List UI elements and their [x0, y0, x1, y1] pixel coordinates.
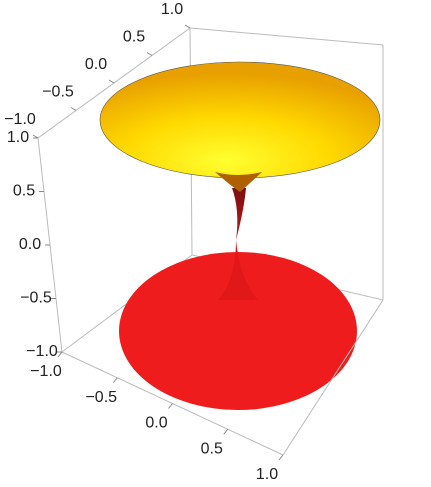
- y-tick-label: 0.0: [85, 56, 107, 73]
- z-tick-label: −0.5: [20, 290, 52, 307]
- tick-mark: [278, 454, 284, 461]
- tick-mark: [184, 24, 191, 29]
- neck: [232, 188, 246, 240]
- tick-mark: [108, 79, 115, 84]
- surface: [99, 61, 381, 410]
- y-tick-label: 1.0: [161, 1, 183, 18]
- tick-mark: [70, 107, 77, 111]
- funnel: [215, 172, 262, 192]
- tick-mark: [146, 52, 153, 56]
- z-tick-label: 1.0: [7, 129, 29, 146]
- tick-mark: [112, 377, 118, 384]
- lower-cone: [218, 240, 258, 300]
- x-tick-label: 0.0: [145, 415, 167, 432]
- y-tick-label: −1.0: [4, 111, 36, 128]
- z-tick-label: 0.0: [19, 236, 41, 253]
- x-tick-label: 0.5: [201, 440, 223, 457]
- y-tick-label: −0.5: [42, 84, 74, 101]
- tick-mark: [168, 403, 173, 409]
- z-tick-label: −1.0: [26, 343, 58, 360]
- tick-mark: [223, 428, 229, 435]
- tick-mark: [57, 351, 63, 358]
- z-tick-label: 0.5: [13, 183, 35, 200]
- upper-bowl: [99, 61, 381, 179]
- x-tick-label: 1.0: [256, 466, 278, 482]
- lower-disk: [119, 252, 357, 410]
- y-tick-label: 0.5: [123, 29, 145, 46]
- x-tick-label: −1.0: [30, 363, 62, 380]
- x-tick-label: −0.5: [85, 389, 117, 406]
